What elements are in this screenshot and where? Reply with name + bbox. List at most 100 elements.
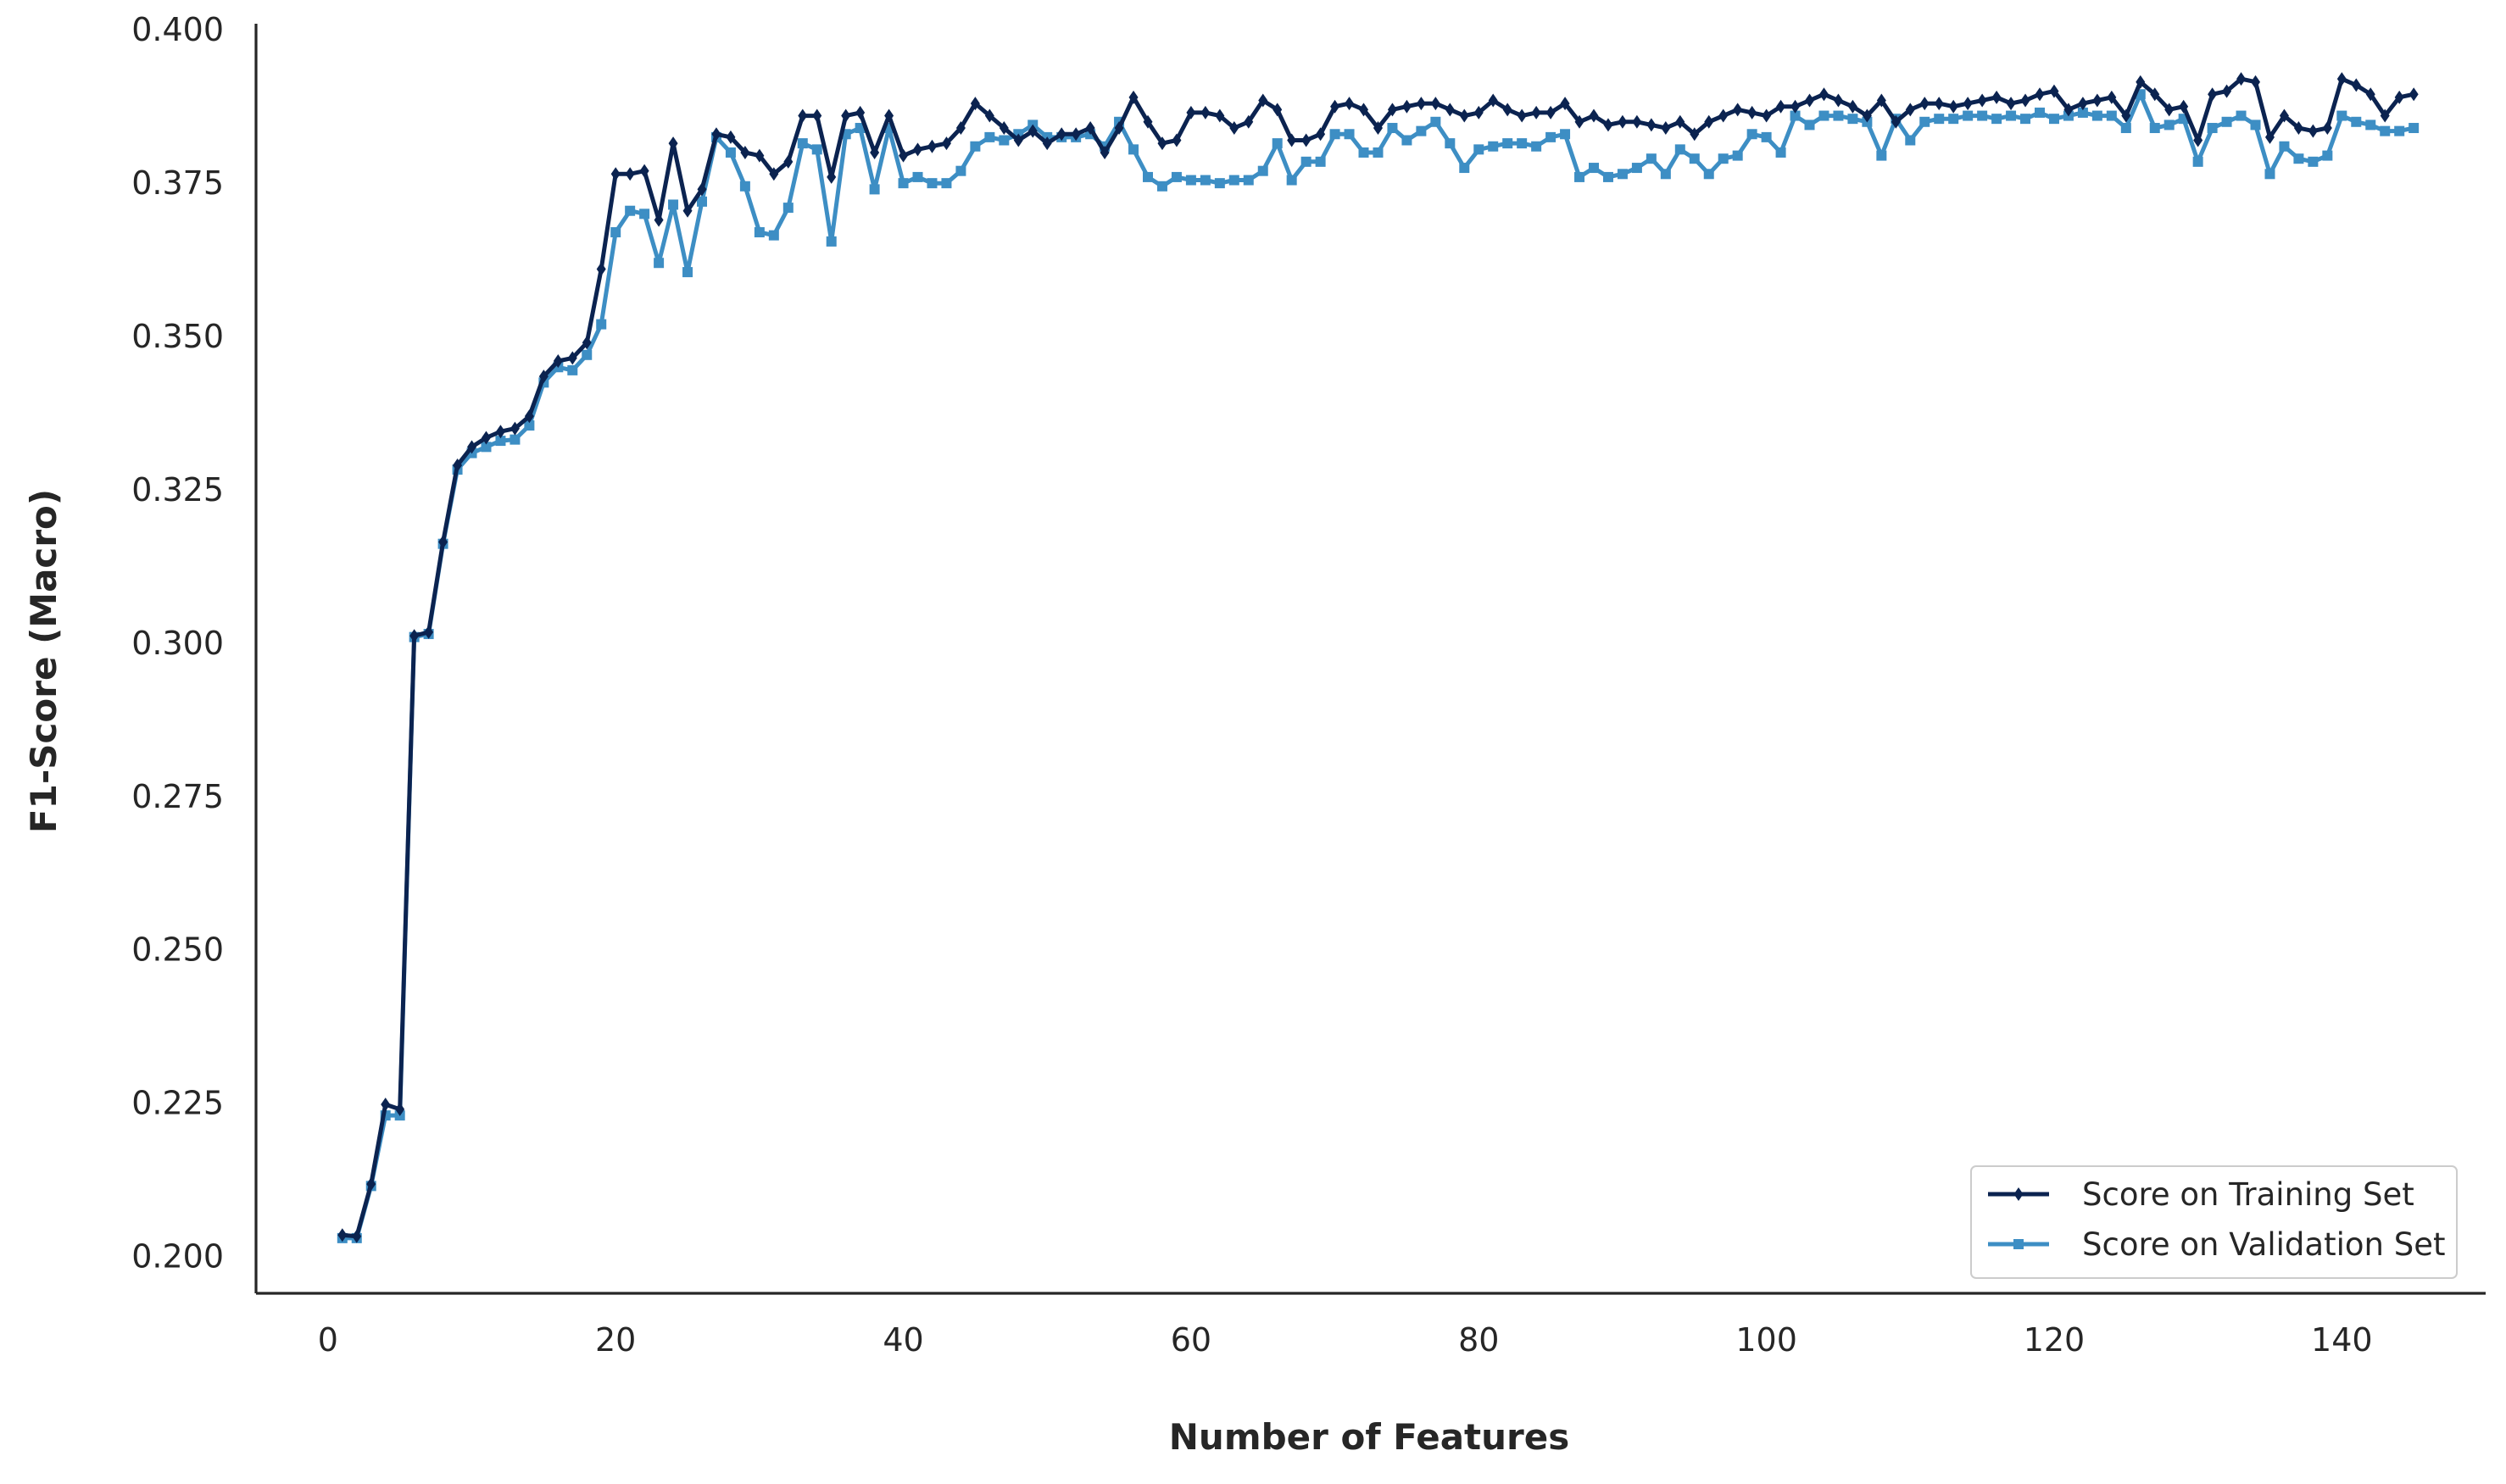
data-point-validation <box>2164 119 2175 131</box>
data-point-validation <box>510 434 521 445</box>
data-point-validation <box>1143 171 1153 182</box>
y-axis-title: F1-Score (Macro) <box>23 489 64 833</box>
data-point-validation <box>567 364 578 375</box>
data-point-validation <box>1589 163 1599 174</box>
data-point-validation <box>1373 147 1384 158</box>
data-point-validation <box>927 178 938 189</box>
data-point-validation <box>2091 110 2102 121</box>
data-point-validation <box>1531 141 1542 152</box>
data-point-validation <box>1804 119 1815 131</box>
data-point-validation <box>1631 163 1642 174</box>
data-point-validation <box>1214 178 1225 189</box>
data-point-validation <box>639 208 650 220</box>
legend-item-validation: Score on Validation Set <box>1988 1226 2445 1263</box>
data-point-validation <box>912 171 923 182</box>
data-point-validation <box>2365 119 2376 131</box>
data-point-validation <box>2236 110 2247 121</box>
x-axis-ticks: 0 20 40 60 80 100 120 140 <box>318 1321 2373 1359</box>
data-point-validation <box>654 258 665 269</box>
data-point-validation <box>1228 175 1239 186</box>
data-point-validation <box>2048 114 2059 125</box>
data-point-validation <box>1156 181 1167 192</box>
y-tick-label: 0.400 <box>131 11 224 48</box>
data-point-validation <box>1329 129 1340 140</box>
data-point-validation <box>2322 150 2333 161</box>
data-point-validation <box>2207 123 2218 134</box>
data-point-validation <box>2351 116 2362 127</box>
data-point-validation <box>1286 175 1297 186</box>
data-point-validation <box>2221 116 2232 127</box>
data-point-validation <box>2293 153 2304 164</box>
data-point-validation <box>582 349 593 360</box>
y-tick-label: 0.300 <box>131 625 224 662</box>
data-point-validation <box>1502 138 1513 149</box>
data-point-validation <box>898 178 909 189</box>
data-point-validation <box>1948 114 1959 125</box>
data-point-validation <box>1488 141 1499 152</box>
data-point-validation <box>1732 150 1743 161</box>
y-tick-label: 0.350 <box>131 318 224 355</box>
data-point-validation <box>1703 169 1714 180</box>
data-point-validation <box>869 184 880 195</box>
x-axis-title: Number of Features <box>1169 1416 1569 1458</box>
data-point-validation <box>1919 116 1930 127</box>
data-point-validation <box>1545 131 1557 142</box>
data-point-validation <box>1517 138 1528 149</box>
data-point-validation <box>1617 169 1628 180</box>
data-point-validation <box>1718 153 1729 164</box>
legend-frame <box>1970 1165 2458 1279</box>
x-tick-label: 120 <box>2024 1321 2086 1359</box>
data-point-validation <box>1416 125 1427 136</box>
data-point-validation <box>1660 169 1671 180</box>
legend-marker-validation <box>2013 1239 2024 1249</box>
data-point-validation <box>625 205 636 216</box>
data-point-validation <box>1905 135 1916 146</box>
y-tick-label: 0.325 <box>131 471 224 509</box>
data-point-validation <box>1257 165 1268 176</box>
data-point-validation <box>1876 150 1887 161</box>
x-tick-label: 40 <box>883 1321 923 1359</box>
data-point-validation <box>1358 147 1369 158</box>
data-point-validation <box>1430 116 1441 127</box>
data-point-validation <box>2380 125 2391 136</box>
data-point-validation <box>797 138 808 149</box>
data-point-validation <box>970 141 981 152</box>
data-point-validation <box>2006 110 2017 121</box>
legend-item-training: Score on Training Set <box>1988 1176 2414 1213</box>
data-point-validation <box>941 178 952 189</box>
data-point-validation <box>1243 175 1254 186</box>
data-point-validation <box>1761 131 1772 142</box>
data-point-validation <box>1934 114 1945 125</box>
data-point-validation <box>1847 114 1858 125</box>
y-tick-label: 0.375 <box>131 164 224 202</box>
data-point-validation <box>739 181 750 192</box>
data-point-validation <box>2279 141 2290 152</box>
data-point-validation <box>1185 175 1196 186</box>
data-point-validation <box>1646 153 1657 164</box>
legend: Score on Training Set Score on Validatio… <box>1970 1165 2458 1279</box>
data-point-validation <box>1315 156 1326 167</box>
data-point-validation <box>1977 110 1988 121</box>
series-training <box>337 72 2419 1243</box>
data-point-validation <box>2264 169 2275 180</box>
data-point-validation <box>999 135 1010 146</box>
data-point-validation <box>2394 125 2405 136</box>
data-point-validation <box>1300 156 1311 167</box>
data-point-validation <box>610 227 621 238</box>
data-point-validation <box>1963 110 1974 121</box>
data-point-validation <box>1387 123 1398 134</box>
data-point-validation <box>668 199 679 210</box>
data-point-validation <box>1401 135 1412 146</box>
data-point-validation <box>725 147 736 158</box>
data-point-validation <box>2308 156 2319 167</box>
x-tick-label: 0 <box>318 1321 338 1359</box>
data-point-validation <box>2250 119 2261 131</box>
legend-label-validation: Score on Validation Set <box>2082 1226 2445 1263</box>
x-tick-label: 80 <box>1458 1321 1499 1359</box>
data-point-validation <box>768 230 779 241</box>
x-tick-label: 20 <box>595 1321 636 1359</box>
data-point-validation <box>2106 110 2117 121</box>
data-point-validation <box>2120 123 2131 134</box>
data-point-validation <box>782 203 794 214</box>
